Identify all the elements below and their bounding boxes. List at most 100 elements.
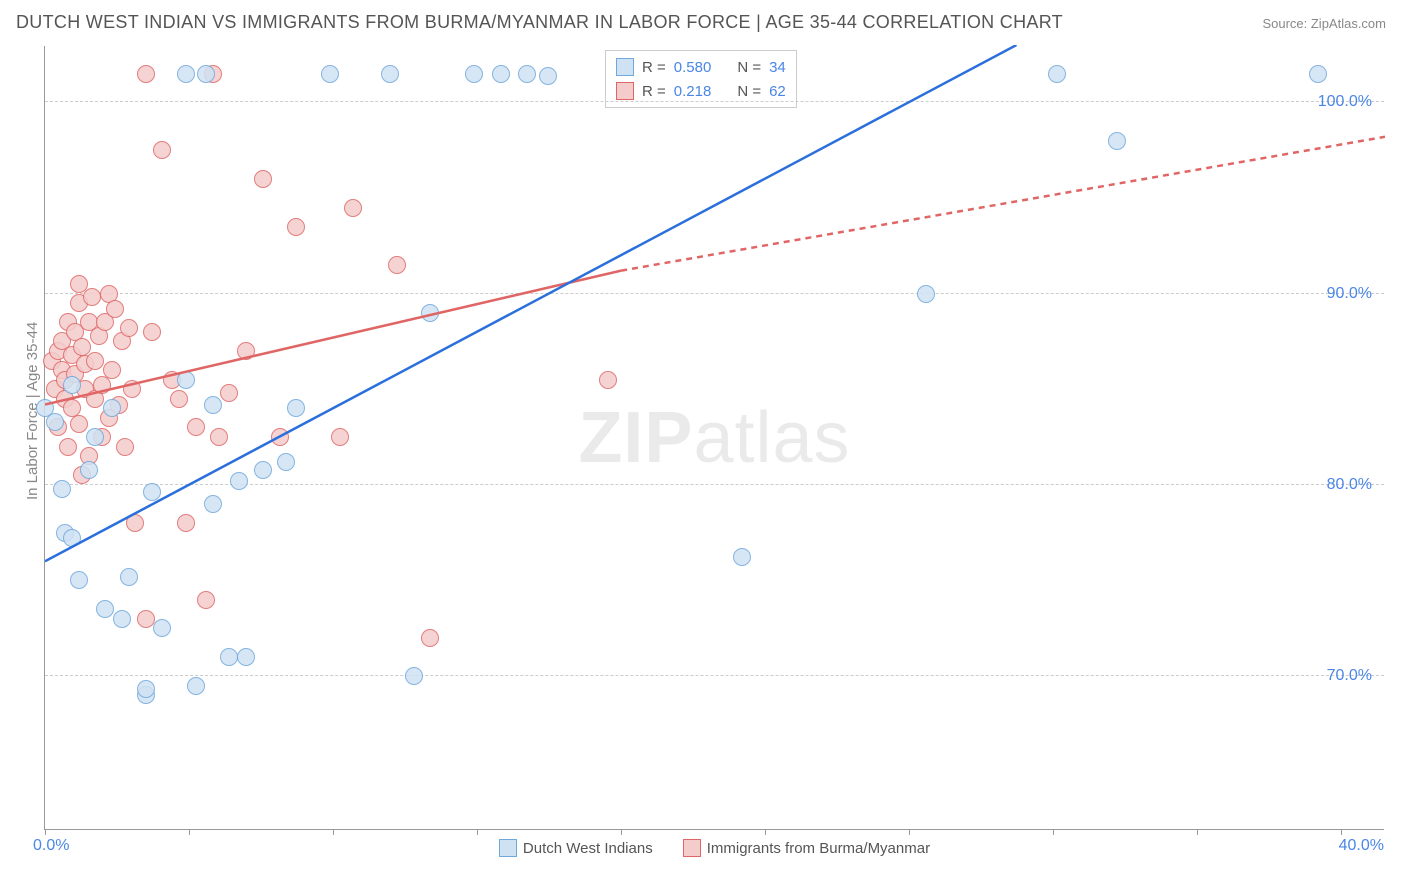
legend-row: R = 0.218 N = 62 [616, 79, 786, 103]
data-point-dutch [465, 65, 483, 83]
y-tick-label: 70.0% [1327, 667, 1372, 685]
data-point-burma [197, 591, 215, 609]
data-point-dutch [137, 680, 155, 698]
n-value: 34 [769, 59, 786, 76]
data-point-burma [70, 415, 88, 433]
data-point-dutch [518, 65, 536, 83]
legend-swatch [616, 58, 634, 76]
data-point-burma [271, 428, 289, 446]
data-point-dutch [220, 648, 238, 666]
x-tick [765, 829, 766, 835]
legend-swatch [683, 839, 701, 857]
data-point-dutch [103, 399, 121, 417]
data-point-dutch [63, 529, 81, 547]
data-point-dutch [204, 495, 222, 513]
data-point-dutch [120, 568, 138, 586]
r-label: R = [642, 83, 666, 100]
data-point-burma [388, 256, 406, 274]
data-point-dutch [277, 453, 295, 471]
data-point-dutch [492, 65, 510, 83]
data-point-dutch [254, 461, 272, 479]
gridline [45, 675, 1384, 676]
series-label: Dutch West Indians [523, 840, 653, 857]
data-point-dutch [405, 667, 423, 685]
data-point-burma [123, 380, 141, 398]
data-point-burma [106, 300, 124, 318]
y-tick-label: 90.0% [1327, 285, 1372, 303]
data-point-dutch [237, 648, 255, 666]
data-point-dutch [539, 67, 557, 85]
data-point-burma [237, 342, 255, 360]
data-point-burma [103, 361, 121, 379]
data-point-burma [220, 384, 238, 402]
data-point-dutch [1309, 65, 1327, 83]
data-point-dutch [197, 65, 215, 83]
data-point-dutch [96, 600, 114, 618]
r-label: R = [642, 59, 666, 76]
series-legend: Dutch West Indians Immigrants from Burma/… [45, 839, 1384, 857]
data-point-dutch [46, 413, 64, 431]
data-point-burma [59, 438, 77, 456]
x-tick [1053, 829, 1054, 835]
data-point-dutch [1108, 132, 1126, 150]
data-point-dutch [321, 65, 339, 83]
r-value: 0.580 [674, 59, 712, 76]
data-point-burma [153, 141, 171, 159]
data-point-dutch [204, 396, 222, 414]
correlation-legend: R = 0.580 N = 34 R = 0.218 N = 62 [605, 50, 797, 108]
series-legend-item: Dutch West Indians [499, 839, 653, 857]
gridline [45, 293, 1384, 294]
data-point-dutch [917, 285, 935, 303]
legend-swatch [616, 82, 634, 100]
y-tick-label: 100.0% [1318, 93, 1372, 111]
n-label: N = [737, 83, 761, 100]
x-tick [477, 829, 478, 835]
data-point-burma [187, 418, 205, 436]
r-value: 0.218 [674, 83, 712, 100]
data-point-dutch [177, 371, 195, 389]
data-point-burma [344, 199, 362, 217]
data-point-burma [86, 352, 104, 370]
data-point-burma [331, 428, 349, 446]
source-prefix: Source: [1262, 16, 1310, 31]
n-value: 62 [769, 83, 786, 100]
data-point-burma [126, 514, 144, 532]
source-link[interactable]: ZipAtlas.com [1311, 16, 1386, 31]
series-label: Immigrants from Burma/Myanmar [707, 840, 930, 857]
data-point-dutch [113, 610, 131, 628]
x-tick [1341, 829, 1342, 835]
data-point-burma [170, 390, 188, 408]
y-tick-label: 80.0% [1327, 476, 1372, 494]
trendlines [45, 45, 1385, 829]
data-point-dutch [86, 428, 104, 446]
legend-row: R = 0.580 N = 34 [616, 55, 786, 79]
data-point-burma [143, 323, 161, 341]
n-label: N = [737, 59, 761, 76]
data-point-burma [254, 170, 272, 188]
data-point-dutch [187, 677, 205, 695]
data-point-burma [210, 428, 228, 446]
data-point-dutch [80, 461, 98, 479]
data-point-burma [120, 319, 138, 337]
data-point-burma [137, 610, 155, 628]
data-point-dutch [733, 548, 751, 566]
data-point-dutch [421, 304, 439, 322]
data-point-dutch [53, 480, 71, 498]
watermark: ZIPatlas [578, 397, 850, 479]
data-point-burma [137, 65, 155, 83]
series-legend-item: Immigrants from Burma/Myanmar [683, 839, 930, 857]
data-point-dutch [63, 376, 81, 394]
data-point-dutch [70, 571, 88, 589]
data-point-burma [116, 438, 134, 456]
x-tick [909, 829, 910, 835]
data-point-dutch [381, 65, 399, 83]
x-tick [333, 829, 334, 835]
data-point-burma [93, 376, 111, 394]
chart-title: DUTCH WEST INDIAN VS IMMIGRANTS FROM BUR… [16, 12, 1063, 33]
data-point-burma [287, 218, 305, 236]
data-point-dutch [287, 399, 305, 417]
data-point-dutch [143, 483, 161, 501]
data-point-dutch [153, 619, 171, 637]
data-point-burma [599, 371, 617, 389]
x-tick [1197, 829, 1198, 835]
